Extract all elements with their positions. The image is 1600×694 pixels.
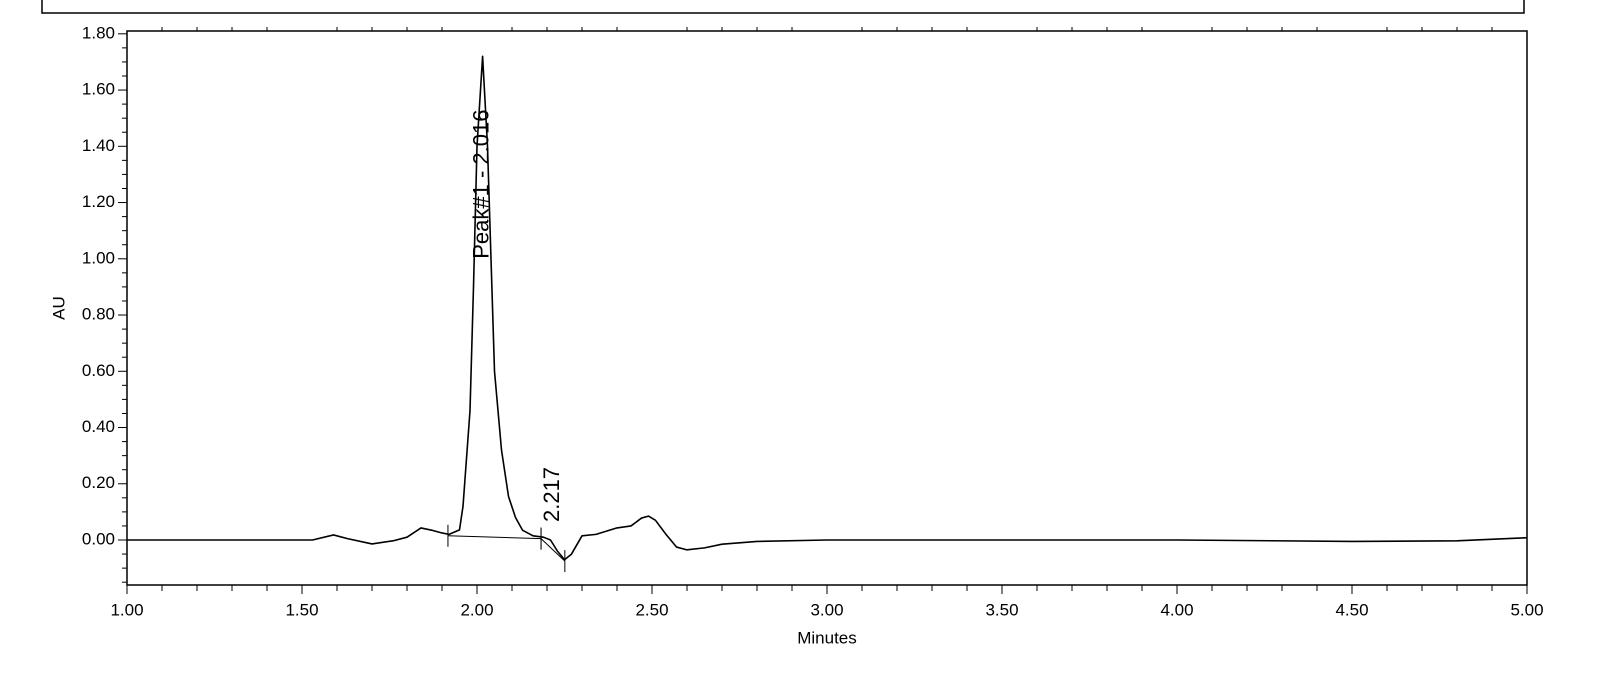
peak-label: Peak#1 - 2.016 — [468, 110, 493, 259]
y-tick-label: 1.60 — [82, 80, 115, 99]
x-tick-label: 3.00 — [810, 600, 843, 619]
x-tick-label: 1.00 — [110, 600, 143, 619]
x-tick-label: 5.00 — [1510, 600, 1543, 619]
baseline — [447, 535, 542, 540]
x-tick-label: 1.50 — [285, 600, 318, 619]
x-tick-label: 4.50 — [1335, 600, 1368, 619]
y-tick-label: 1.40 — [82, 136, 115, 155]
baseline — [540, 538, 566, 562]
y-axis-label: AU — [49, 296, 68, 320]
y-tick-label: 1.20 — [82, 192, 115, 211]
y-tick-label: 0.20 — [82, 473, 115, 492]
x-tick-label: 4.00 — [1160, 600, 1193, 619]
x-axis-label: Minutes — [797, 628, 857, 647]
x-tick-label: 2.50 — [635, 600, 668, 619]
x-tick-label: 3.50 — [985, 600, 1018, 619]
plot-frame — [126, 30, 1528, 586]
y-tick-label: 0.60 — [82, 361, 115, 380]
trace — [127, 55, 1528, 561]
y-tick-label: 0.80 — [82, 305, 115, 324]
y-tick-label: 1.00 — [82, 248, 115, 267]
y-tick-label: 1.80 — [82, 23, 115, 42]
y-tick-label: 0.00 — [82, 529, 115, 548]
header-box — [41, 0, 1525, 14]
x-tick-label: 2.00 — [460, 600, 493, 619]
peak-label: 2.217 — [539, 467, 564, 522]
y-tick-label: 0.40 — [82, 417, 115, 436]
